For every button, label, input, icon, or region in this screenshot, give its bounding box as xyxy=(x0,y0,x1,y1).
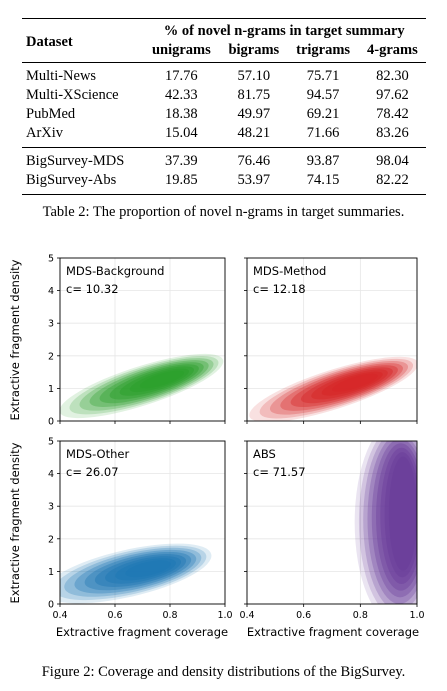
panel-stat: c= 71.57 xyxy=(253,465,306,479)
table-group-2: BigSurvey-MDS 37.39 76.46 93.87 98.04 BigSurv… xyxy=(22,147,426,195)
dataset-name: PubMed xyxy=(26,106,76,122)
dataset-name: BigSurvey-Abs xyxy=(26,172,117,188)
y-tick-label: 4 xyxy=(48,469,54,480)
chart-panel-mds-background: 0 1 2 3 4 5 MDS-Background c= 10.32 xyxy=(48,254,226,428)
y-axis-label-bottom: Extractive fragment density xyxy=(8,442,22,603)
table-cell: 76.46 xyxy=(237,153,271,169)
panel-stat: c= 10.32 xyxy=(66,282,119,296)
table-row: Multi-News 17.76 57.10 75.71 82.30 xyxy=(22,62,426,87)
table-cell: 82.22 xyxy=(376,172,409,188)
panel-frame xyxy=(59,257,226,422)
table-cell: 53.97 xyxy=(237,172,271,188)
x-tick-label: 1.0 xyxy=(409,610,424,621)
table-cell: 69.21 xyxy=(306,106,340,122)
y-axis-label-top: Extractive fragment density xyxy=(8,259,22,420)
panel-frame xyxy=(59,440,226,605)
dataset-header: Dataset xyxy=(26,33,73,50)
table-header-row: Dataset % of novel n-grams in target sum… xyxy=(22,18,426,50)
density-level xyxy=(331,373,378,392)
table-row: BigSurvey-Abs 19.85 53.97 74.15 82.22 xyxy=(22,171,426,195)
x-axis-label-right: Extractive fragment coverage xyxy=(247,625,419,639)
table-cell: 98.04 xyxy=(376,153,409,169)
table-cell: 17.76 xyxy=(165,68,198,84)
table-cell: 15.04 xyxy=(165,125,198,141)
table-cell: 18.38 xyxy=(165,106,198,122)
y-tick-label: 1 xyxy=(48,567,54,578)
y-tick-label: 2 xyxy=(48,351,54,362)
y-tick-label: 5 xyxy=(48,254,54,265)
x-axis-label-left: Extractive fragment coverage xyxy=(56,625,228,639)
density-level xyxy=(125,560,171,578)
chart-panel-mds-method: MDS-Method c= 12.18 xyxy=(244,257,418,424)
y-tick-label: 3 xyxy=(48,319,54,330)
table-cell: 37.39 xyxy=(165,153,198,169)
y-tick-label: 3 xyxy=(48,502,54,513)
dataset-name: BigSurvey-MDS xyxy=(26,153,125,169)
y-tick-label: 0 xyxy=(48,417,54,428)
panel-title: MDS-Other xyxy=(66,447,129,461)
table-caption: Table 2: The proportion of novel n-grams… xyxy=(42,204,405,220)
density-contours xyxy=(60,353,224,419)
panel-stat: c= 26.07 xyxy=(66,465,119,479)
x-tick-label: 0.8 xyxy=(162,610,177,621)
x-tick-label: 0.8 xyxy=(353,610,368,621)
table-cell: 74.15 xyxy=(306,172,340,188)
density-contours xyxy=(249,356,417,421)
panel-title: MDS-Background xyxy=(66,264,164,278)
col-header: 4-grams xyxy=(367,42,418,58)
y-tick-label: 4 xyxy=(48,286,54,297)
table-cell: 82.30 xyxy=(376,68,409,84)
y-tick-label: 1 xyxy=(48,384,54,395)
table-cell: 49.97 xyxy=(237,106,271,122)
table-cell: 81.75 xyxy=(237,87,271,103)
table-row: ArXiv 15.04 48.21 71.66 83.26 xyxy=(22,124,426,148)
panel-title: MDS-Method xyxy=(253,264,326,278)
table-cell: 48.21 xyxy=(237,125,271,141)
header-group: % of novel n-grams in target summary xyxy=(163,23,405,39)
table-group-1: Multi-News 17.76 57.10 75.71 82.30 Multi-XSci… xyxy=(22,62,426,148)
chart-panel-mds-other: 0.4 0.6 0.8 1.0 0 1 2 3 4 5 MDS-Other c= 26.07 xyxy=(48,437,233,622)
novel-ngrams-table: Dataset % of novel n-grams in target sum… xyxy=(22,18,426,195)
col-header: unigrams xyxy=(151,42,211,58)
table-cell: 93.87 xyxy=(306,153,340,169)
y-tick-label: 0 xyxy=(48,600,54,611)
density-level xyxy=(388,456,417,571)
chart-panel-abs: 0.4 0.6 0.8 1.0 ABS c= 71.57 xyxy=(239,440,425,621)
x-tick-label: 1.0 xyxy=(217,610,232,621)
table-cell: 71.66 xyxy=(306,125,340,141)
table-cell: 78.42 xyxy=(376,106,409,122)
y-tick-label: 2 xyxy=(48,534,54,545)
table-cell: 75.71 xyxy=(306,68,340,84)
x-tick-label: 0.6 xyxy=(296,610,311,621)
panel-stat: c= 12.18 xyxy=(253,282,306,296)
density-level xyxy=(139,370,185,389)
table-cell: 19.85 xyxy=(165,172,198,188)
panel-frame xyxy=(246,440,418,605)
col-header: trigrams xyxy=(296,42,351,58)
coverage-density-figure: 0 1 2 3 4 5 MDS-Background c= 10.32 MDS-Method c=… xyxy=(8,254,425,640)
table-cell: 94.57 xyxy=(306,87,340,103)
x-tick-label: 0.4 xyxy=(52,610,67,621)
table-row: PubMed 18.38 49.97 69.21 78.42 xyxy=(22,105,426,124)
figure-caption: Figure 2: Coverage and density distribut… xyxy=(41,664,406,680)
panel-title: ABS xyxy=(253,447,276,461)
x-tick-label: 0.4 xyxy=(239,610,254,621)
table-cell: 97.62 xyxy=(376,87,409,103)
table-cell: 57.10 xyxy=(237,68,271,84)
dataset-name: ArXiv xyxy=(26,125,64,141)
y-tick-label: 5 xyxy=(48,437,54,448)
table-row: BigSurvey-MDS 37.39 76.46 93.87 98.04 xyxy=(22,147,426,172)
table-cell: 42.33 xyxy=(165,87,198,103)
density-contours xyxy=(60,543,212,604)
table-subheader-row: unigrams bigrams trigrams 4-grams xyxy=(22,41,426,63)
dataset-name: Multi-XScience xyxy=(26,87,119,103)
density-contours xyxy=(354,441,417,604)
dataset-name: Multi-News xyxy=(26,68,97,84)
col-header: bigrams xyxy=(228,42,280,58)
x-tick-label: 0.6 xyxy=(107,610,122,621)
table-cell: 83.26 xyxy=(376,125,409,141)
table-row: Multi-XScience 42.33 81.75 94.57 97.62 xyxy=(22,86,426,105)
panel-frame xyxy=(246,257,418,422)
